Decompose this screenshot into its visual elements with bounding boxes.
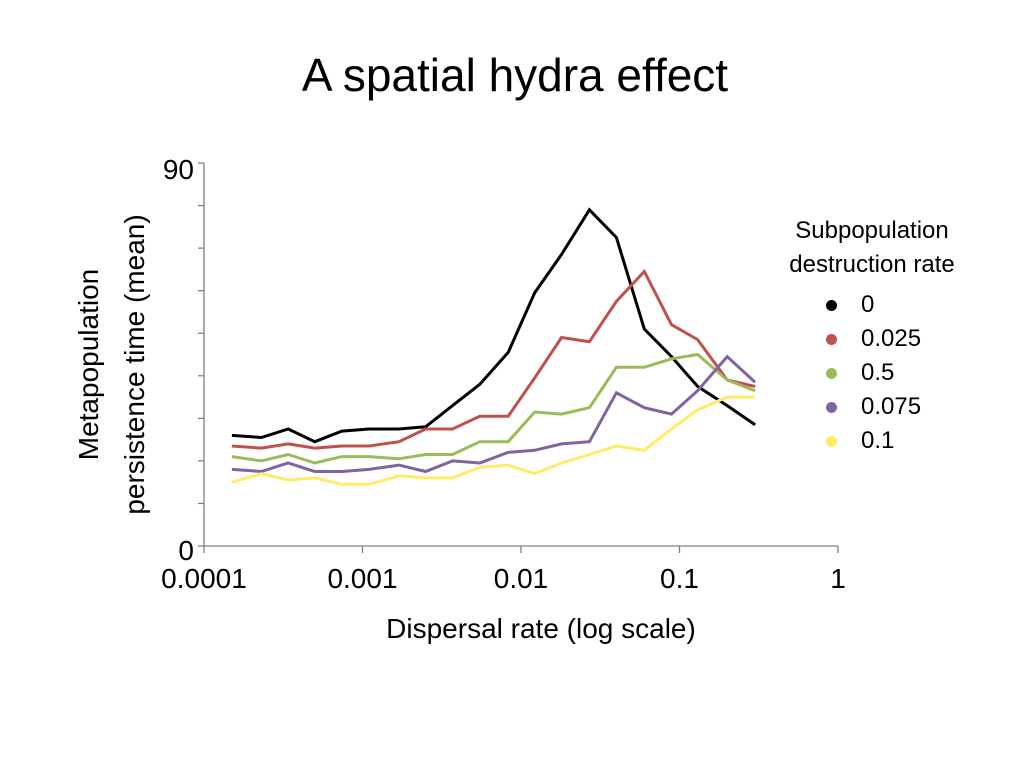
legend-label: 0 xyxy=(861,291,875,318)
legend: Subpopulation destruction rate 0 0.025 0.5… xyxy=(762,214,982,458)
y-axis-title-line: persistence time (mean) xyxy=(119,214,150,514)
legend-title: Subpopulation destruction rate xyxy=(762,214,982,282)
series-layer xyxy=(231,207,757,486)
series-line-0.1 xyxy=(231,395,756,486)
x-tick-label: 0.1 xyxy=(660,563,699,594)
y-axis-title-line: Metapopulation xyxy=(73,269,104,460)
legend-label: 0.1 xyxy=(861,427,895,454)
labels-layer: 0.0001 0.001 0.01 0.1 1 0 90 Dispersal rate (lo… xyxy=(73,154,846,644)
legend-label: 0.025 xyxy=(861,325,922,352)
legend-item-0.5: 0.5 xyxy=(826,356,982,390)
y-tick-label: 0 xyxy=(178,535,194,566)
series-line-0 xyxy=(231,207,756,444)
legend-item-0: 0 xyxy=(826,288,982,322)
x-tick-label: 1 xyxy=(830,563,846,594)
legend-swatch xyxy=(826,401,837,413)
x-tick-label: 0.001 xyxy=(327,563,397,594)
legend-swatch xyxy=(826,367,837,379)
x-axis-title: Dispersal rate (log scale) xyxy=(386,613,696,644)
x-tick-label: 0.01 xyxy=(494,563,549,594)
legend-swatch xyxy=(826,299,837,311)
legend-label: 0.075 xyxy=(861,393,922,420)
y-axis-title: Metapopulation persistence time (mean) xyxy=(73,214,150,514)
series-line-0.075 xyxy=(231,354,757,474)
legend-label: 0.5 xyxy=(861,359,895,386)
y-tick-label: 90 xyxy=(163,154,194,185)
legend-swatch xyxy=(826,333,837,345)
legend-swatch xyxy=(826,435,837,447)
axes xyxy=(198,162,839,553)
legend-item-0.1: 0.1 xyxy=(826,424,982,458)
series-line-0.025 xyxy=(231,268,756,450)
x-tick-label: 0.0001 xyxy=(161,563,247,594)
chart-title: A spatial hydra effect xyxy=(301,49,729,101)
legend-items: 0 0.025 0.5 0.075 0.1 xyxy=(762,288,982,458)
legend-item-0.025: 0.025 xyxy=(826,322,982,356)
legend-item-0.075: 0.075 xyxy=(826,390,982,424)
legend-title-line: destruction rate xyxy=(789,251,955,278)
series-line-0.5 xyxy=(231,352,756,465)
legend-title-line: Subpopulation xyxy=(795,217,949,244)
